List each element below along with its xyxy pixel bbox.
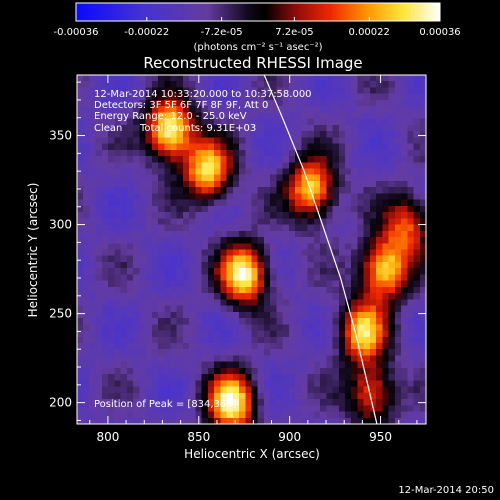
y-tick-label: 350 (49, 129, 72, 143)
plot-frame (76, 74, 427, 425)
heatmap-image (77, 75, 426, 424)
footer-timestamp: 12-Mar-2014 20:50 (398, 485, 494, 496)
x-tick-label: 900 (278, 430, 301, 444)
colorbar-tick-label: -0.00036 (54, 27, 99, 38)
annotation-total-counts: Total counts: 9.31E+03 (139, 123, 256, 134)
chart-title: Reconstructed RHESSI Image (143, 54, 362, 72)
y-axis-label: Heliocentric Y (arcsec) (26, 183, 40, 318)
colorbar-tick-label: 7.2e-05 (275, 27, 313, 38)
annotation-time-range: 12-Mar-2014 10:33:20.000 to 10:37:58.000 (94, 89, 312, 100)
y-tick-label: 200 (49, 396, 72, 410)
y-tick-label: 250 (49, 307, 72, 321)
plot-area: 800 850 900 950 200 250 300 350 12-Mar-2014 10:… (49, 74, 427, 444)
colorbar-tick-label: -7.2e-05 (201, 27, 243, 38)
colorbar-unit-label: (photons cm⁻² s⁻¹ asec⁻²) (193, 42, 322, 53)
colorbar-frame (75, 2, 441, 22)
solar-limb-curve (263, 74, 378, 425)
annotation-clean: Clean (94, 123, 122, 134)
x-axis-label: Heliocentric X (arcsec) (184, 447, 320, 461)
colorbar-tick-label: -0.00022 (124, 27, 169, 38)
annotation-energy: Energy Range: 12.0 - 25.0 keV (94, 111, 247, 122)
x-tick-label: 800 (96, 430, 119, 444)
y-tick-label: 300 (49, 218, 72, 232)
x-tick-label: 850 (187, 430, 210, 444)
colorbar-tick-label: 0.00022 (349, 27, 390, 38)
x-tick-label: 950 (369, 430, 392, 444)
colorbar: -0.00036 -0.00022 -7.2e-05 7.2e-05 0.00022 0.… (54, 2, 461, 53)
colorbar-tick-label: 0.00036 (419, 27, 460, 38)
annotation-peak-position: Position of Peak = [834,353] (94, 399, 237, 410)
annotation-detectors: Detectors: 3F 5F 6F 7F 8F 9F, Att 0 (94, 100, 268, 111)
colorbar-gradient (76, 3, 440, 21)
